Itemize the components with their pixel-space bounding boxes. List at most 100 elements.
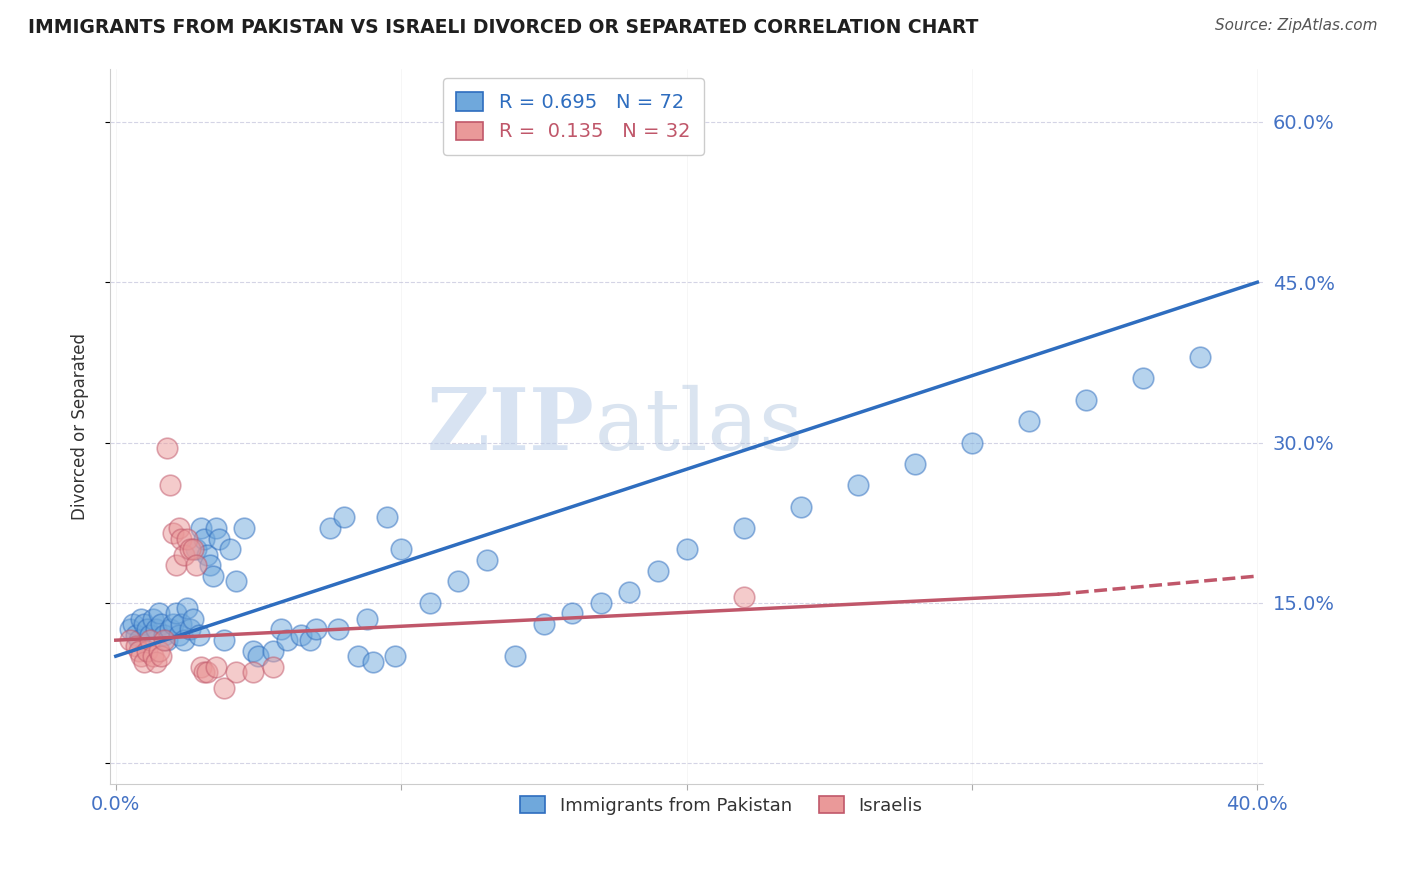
Point xyxy=(176,532,198,546)
Point xyxy=(733,591,755,605)
Point xyxy=(533,617,555,632)
Point xyxy=(125,628,148,642)
Point xyxy=(904,457,927,471)
Point xyxy=(789,500,811,514)
Point xyxy=(181,612,204,626)
Point xyxy=(276,633,298,648)
Point xyxy=(170,617,193,632)
Point xyxy=(165,607,187,621)
Point xyxy=(419,596,441,610)
Point xyxy=(153,633,176,648)
Point xyxy=(389,542,412,557)
Point xyxy=(328,623,350,637)
Text: ZIP: ZIP xyxy=(426,384,595,468)
Point xyxy=(212,681,235,696)
Point xyxy=(242,665,264,680)
Point xyxy=(195,548,218,562)
Point xyxy=(190,521,212,535)
Point xyxy=(167,628,190,642)
Point xyxy=(187,628,209,642)
Point xyxy=(150,617,173,632)
Point xyxy=(136,644,159,658)
Point xyxy=(447,574,470,589)
Point xyxy=(225,574,247,589)
Point xyxy=(190,660,212,674)
Point xyxy=(184,558,207,573)
Point xyxy=(159,478,181,492)
Point xyxy=(118,623,141,637)
Point xyxy=(139,633,162,648)
Legend: Immigrants from Pakistan, Israelis: Immigrants from Pakistan, Israelis xyxy=(509,785,934,825)
Point xyxy=(319,521,342,535)
Point xyxy=(134,655,156,669)
Point xyxy=(145,623,167,637)
Text: Source: ZipAtlas.com: Source: ZipAtlas.com xyxy=(1215,18,1378,33)
Point xyxy=(242,644,264,658)
Point xyxy=(176,601,198,615)
Point xyxy=(142,612,165,626)
Point xyxy=(142,649,165,664)
Point xyxy=(219,542,242,557)
Point xyxy=(589,596,612,610)
Point xyxy=(212,633,235,648)
Point xyxy=(165,558,187,573)
Point xyxy=(173,548,195,562)
Point xyxy=(148,607,170,621)
Point xyxy=(304,623,326,637)
Point xyxy=(1018,414,1040,428)
Point xyxy=(1074,392,1097,407)
Point xyxy=(1189,350,1212,364)
Point xyxy=(145,655,167,669)
Point xyxy=(298,633,321,648)
Point xyxy=(204,521,226,535)
Point xyxy=(475,553,498,567)
Point xyxy=(733,521,755,535)
Point xyxy=(156,441,179,455)
Point xyxy=(347,649,370,664)
Point xyxy=(262,660,284,674)
Point xyxy=(361,655,384,669)
Point xyxy=(131,612,153,626)
Point xyxy=(179,623,201,637)
Point xyxy=(384,649,406,664)
Point xyxy=(647,564,669,578)
Point xyxy=(134,617,156,632)
Point xyxy=(204,660,226,674)
Point xyxy=(131,649,153,664)
Point xyxy=(193,665,215,680)
Point xyxy=(125,639,148,653)
Point xyxy=(128,633,150,648)
Point xyxy=(179,542,201,557)
Point xyxy=(122,617,145,632)
Point xyxy=(181,542,204,557)
Point xyxy=(193,532,215,546)
Point xyxy=(505,649,527,664)
Point xyxy=(247,649,270,664)
Point xyxy=(225,665,247,680)
Point xyxy=(561,607,583,621)
Point xyxy=(139,628,162,642)
Point xyxy=(356,612,378,626)
Point xyxy=(207,532,229,546)
Point xyxy=(150,649,173,664)
Point xyxy=(375,510,398,524)
Point xyxy=(118,633,141,648)
Point xyxy=(333,510,356,524)
Point xyxy=(290,628,312,642)
Y-axis label: Divorced or Separated: Divorced or Separated xyxy=(72,333,89,520)
Point xyxy=(960,435,983,450)
Text: IMMIGRANTS FROM PAKISTAN VS ISRAELI DIVORCED OR SEPARATED CORRELATION CHART: IMMIGRANTS FROM PAKISTAN VS ISRAELI DIVO… xyxy=(28,18,979,37)
Point xyxy=(167,521,190,535)
Point xyxy=(136,623,159,637)
Point xyxy=(173,633,195,648)
Point xyxy=(1132,371,1154,385)
Point xyxy=(159,623,181,637)
Point xyxy=(162,526,184,541)
Point xyxy=(233,521,256,535)
Point xyxy=(170,532,193,546)
Text: atlas: atlas xyxy=(595,384,803,468)
Point xyxy=(198,558,221,573)
Point xyxy=(148,644,170,658)
Point xyxy=(162,617,184,632)
Point xyxy=(201,569,224,583)
